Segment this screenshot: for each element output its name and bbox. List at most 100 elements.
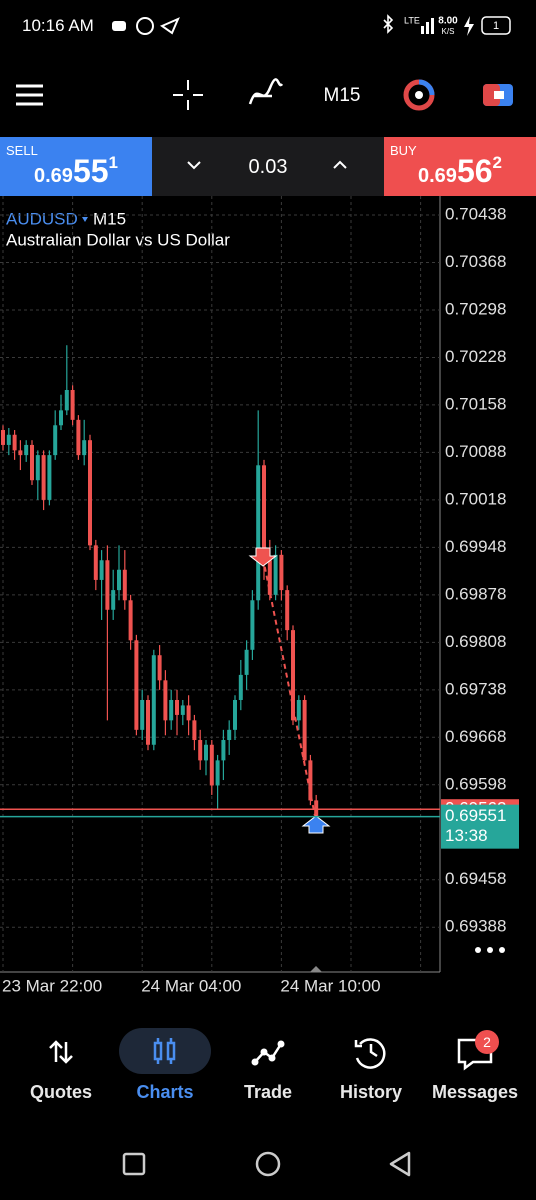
nav-history[interactable]: History bbox=[339, 1082, 402, 1102]
candle-body bbox=[267, 560, 272, 595]
speed-unit: K/S bbox=[442, 27, 455, 36]
candle-body bbox=[30, 444, 34, 481]
toolbar: M15 bbox=[16, 78, 513, 111]
x-tick-label: 24 Mar 04:00 bbox=[141, 976, 241, 995]
volume-panel: 0.03 bbox=[152, 137, 384, 196]
volume[interactable]: 0.03 bbox=[248, 156, 288, 178]
candle-body bbox=[128, 600, 133, 641]
candle-body bbox=[215, 760, 220, 786]
buy-button[interactable]: BUY 0.69562 bbox=[384, 137, 536, 196]
candle-body bbox=[262, 465, 266, 561]
recents-button[interactable] bbox=[122, 1152, 146, 1176]
candle-body bbox=[140, 699, 145, 730]
candle-body bbox=[134, 640, 139, 730]
candle-body bbox=[1, 430, 5, 445]
home-button[interactable] bbox=[255, 1151, 281, 1177]
back-button[interactable] bbox=[389, 1151, 411, 1177]
candle-body bbox=[175, 699, 179, 715]
menu-button[interactable] bbox=[16, 84, 43, 106]
buy-arrow bbox=[301, 815, 331, 834]
sell-button[interactable]: SELL 0.69551 bbox=[0, 137, 152, 196]
candle-body bbox=[53, 425, 58, 456]
candle-body bbox=[291, 630, 295, 721]
candle-body bbox=[70, 390, 75, 420]
candle-body bbox=[117, 569, 121, 591]
candle-body bbox=[41, 455, 46, 500]
candle-body bbox=[296, 699, 301, 721]
battery: 1 bbox=[493, 20, 499, 32]
candle-body bbox=[209, 744, 214, 786]
candle-body bbox=[111, 590, 116, 610]
sell-price: 0.69551 bbox=[34, 153, 118, 190]
candle-body bbox=[302, 699, 307, 761]
volume-up[interactable] bbox=[332, 159, 348, 171]
candle-body bbox=[192, 720, 197, 741]
network: LTE bbox=[404, 15, 420, 25]
chart-more[interactable] bbox=[475, 947, 505, 953]
bar-timer: 13:38 bbox=[445, 826, 488, 845]
candle-body bbox=[12, 434, 17, 451]
candle-body bbox=[105, 560, 110, 610]
crosshair-button[interactable] bbox=[173, 80, 203, 110]
y-tick-label: 0.70298 bbox=[445, 299, 506, 318]
candle-body bbox=[6, 434, 11, 445]
sell-price-sup: 1 bbox=[108, 153, 118, 172]
buy-price: 0.69562 bbox=[418, 153, 502, 190]
y-tick-label: 0.70018 bbox=[445, 489, 506, 508]
nav-messages[interactable]: Messages bbox=[431, 1082, 519, 1102]
y-tick-label: 0.69668 bbox=[445, 727, 506, 746]
candle-body bbox=[256, 465, 261, 601]
buy-price-main: 0.69 bbox=[418, 165, 457, 187]
x-tick-label: 24 Mar 10:00 bbox=[280, 976, 380, 995]
candle-body bbox=[35, 455, 40, 481]
symbol[interactable]: AUDUSD bbox=[6, 209, 78, 228]
candle-body bbox=[122, 569, 127, 601]
current-bar-marker bbox=[310, 966, 322, 972]
candle-body bbox=[18, 450, 23, 456]
nav-quotes[interactable]: Quotes bbox=[29, 1082, 92, 1102]
speed-value: 8.00 bbox=[438, 16, 458, 27]
indicators-button[interactable] bbox=[248, 78, 284, 105]
candle-body bbox=[146, 699, 150, 745]
candle-body bbox=[285, 590, 290, 631]
system-nav bbox=[122, 1151, 411, 1177]
candle-body bbox=[308, 760, 313, 801]
candle-body bbox=[238, 674, 243, 700]
buy-price-big: 56 bbox=[456, 153, 493, 189]
candle-body bbox=[204, 744, 208, 761]
y-tick-label: 0.69738 bbox=[445, 679, 506, 698]
candle-body bbox=[198, 740, 203, 761]
active-tab-highlight bbox=[119, 1028, 211, 1074]
symbol-dropdown[interactable] bbox=[82, 217, 88, 222]
candle-body bbox=[186, 705, 191, 721]
sell-arrow bbox=[248, 547, 278, 567]
candle-body bbox=[93, 545, 98, 580]
y-tick-label: 0.69598 bbox=[445, 774, 506, 793]
candle-body bbox=[76, 419, 81, 456]
trade-button[interactable] bbox=[483, 84, 513, 106]
nav-charts[interactable]: Charts bbox=[136, 1082, 194, 1102]
bid-label-box bbox=[441, 804, 519, 849]
y-tick-label: 0.70228 bbox=[445, 347, 506, 366]
nav-trade[interactable]: Trade bbox=[243, 1082, 293, 1102]
objects-button[interactable] bbox=[403, 79, 435, 111]
candle-body bbox=[82, 440, 87, 456]
y-tick-label: 0.70158 bbox=[445, 394, 506, 413]
y-tick-label: 0.70088 bbox=[445, 442, 506, 461]
candle-body bbox=[151, 655, 156, 745]
candle-body bbox=[59, 410, 63, 426]
y-tick-label: 0.69388 bbox=[445, 917, 506, 936]
y-tick-label: 0.69808 bbox=[445, 632, 506, 651]
candle-body bbox=[180, 705, 185, 715]
timeframe-button[interactable]: M15 bbox=[324, 85, 361, 106]
candle-body bbox=[273, 554, 278, 595]
chart[interactable]: AUDUSD M15 Australian Dollar vs US Dolla… bbox=[0, 196, 536, 1000]
volume-down[interactable] bbox=[186, 159, 202, 171]
y-tick-label: 0.69878 bbox=[445, 584, 506, 603]
candle-body bbox=[99, 560, 104, 580]
y-tick-label: 0.69458 bbox=[445, 869, 506, 888]
symbol-description: Australian Dollar vs US Dollar bbox=[6, 230, 230, 249]
y-tick-label: 0.70438 bbox=[445, 204, 506, 223]
candle-body bbox=[233, 699, 237, 730]
